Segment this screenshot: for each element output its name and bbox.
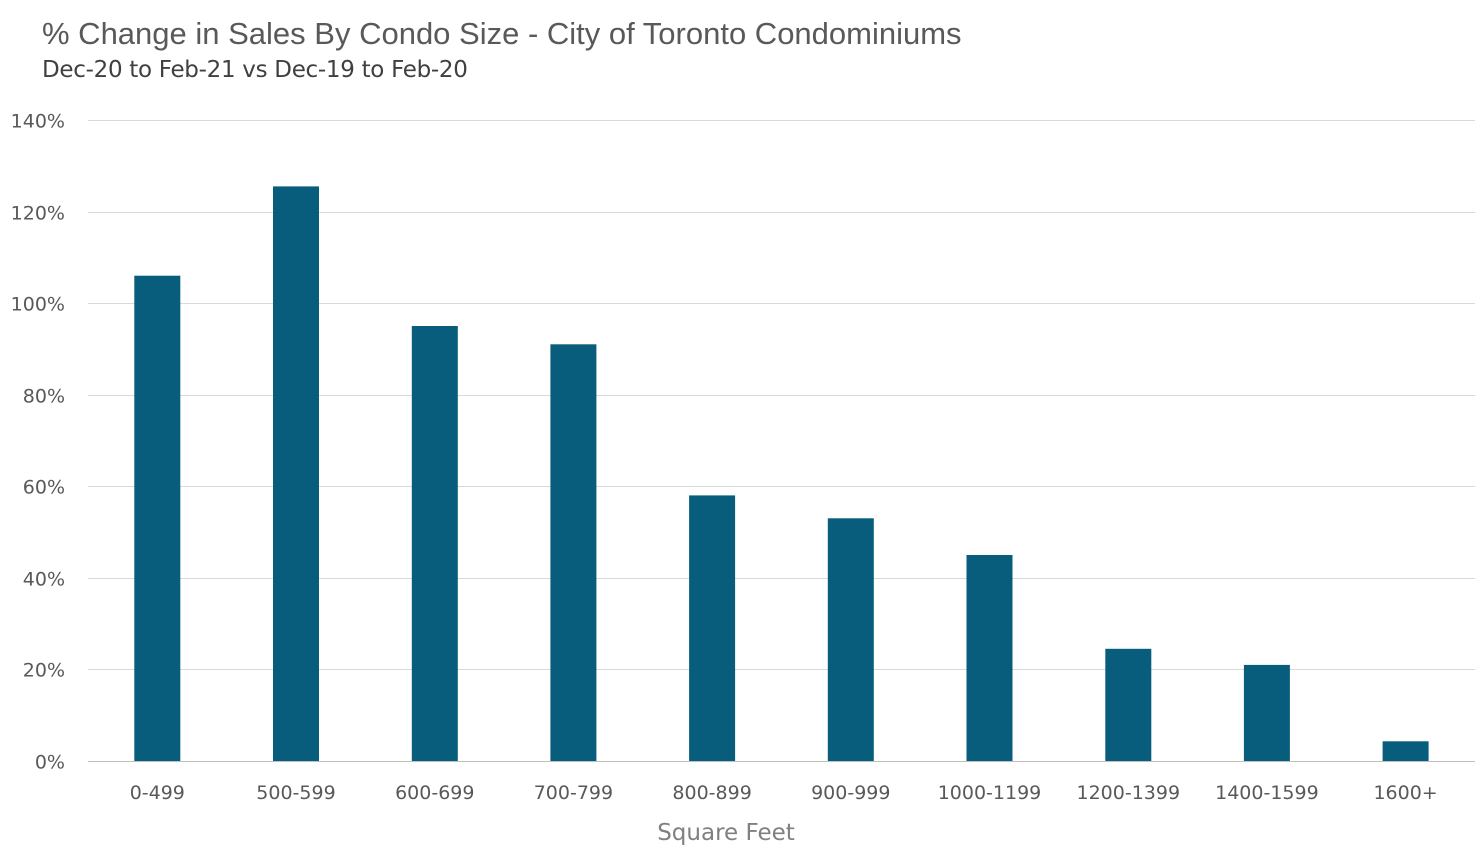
x-tick-label: 1400-1599 bbox=[1215, 782, 1319, 804]
bar-1200-1399 bbox=[1105, 648, 1152, 761]
y-tick-label: 80% bbox=[23, 386, 65, 408]
chart-title: % Change in Sales By Condo Size - City o… bbox=[42, 16, 962, 51]
bar-600-699 bbox=[411, 326, 458, 761]
x-axis-ticks: 0-499 500-599 600-699 700-799 800-899 900-999… bbox=[130, 782, 1438, 804]
y-tick-label: 60% bbox=[23, 477, 65, 499]
gridlines bbox=[88, 120, 1475, 762]
y-tick-label: 20% bbox=[23, 660, 65, 682]
bar-1400-1599 bbox=[1243, 664, 1290, 761]
bars bbox=[134, 186, 1429, 761]
x-tick-label: 700-799 bbox=[534, 782, 613, 804]
chart-subtitle: Dec-20 to Feb-21 vs Dec-19 to Feb-20 bbox=[42, 57, 468, 83]
y-tick-label: 100% bbox=[11, 294, 65, 316]
bar-1600+ bbox=[1382, 741, 1429, 761]
x-tick-label: 900-999 bbox=[811, 782, 890, 804]
bar-0-499 bbox=[134, 275, 181, 761]
bar-800-899 bbox=[689, 495, 736, 761]
x-tick-label: 600-699 bbox=[395, 782, 474, 804]
x-tick-label: 1600+ bbox=[1373, 782, 1437, 804]
bar-500-599 bbox=[273, 186, 319, 761]
x-tick-label: 500-599 bbox=[256, 782, 335, 804]
bar-900-999 bbox=[827, 518, 874, 761]
x-tick-label: 0-499 bbox=[130, 782, 185, 804]
y-tick-label: 0% bbox=[35, 752, 65, 774]
y-tick-label: 140% bbox=[11, 111, 65, 133]
y-tick-label: 40% bbox=[23, 569, 65, 591]
x-tick-label: 1000-1199 bbox=[938, 782, 1042, 804]
x-tick-label: 800-899 bbox=[672, 782, 751, 804]
x-tick-label: 1200-1399 bbox=[1077, 782, 1181, 804]
bar-700-799 bbox=[550, 344, 597, 761]
y-tick-label: 120% bbox=[11, 203, 65, 225]
x-axis-title: Square Feet bbox=[657, 820, 795, 846]
bar-1000-1199 bbox=[966, 555, 1013, 761]
y-axis-ticks: 0% 20% 40% 60% 80% 100% 120% 140% bbox=[11, 111, 65, 774]
